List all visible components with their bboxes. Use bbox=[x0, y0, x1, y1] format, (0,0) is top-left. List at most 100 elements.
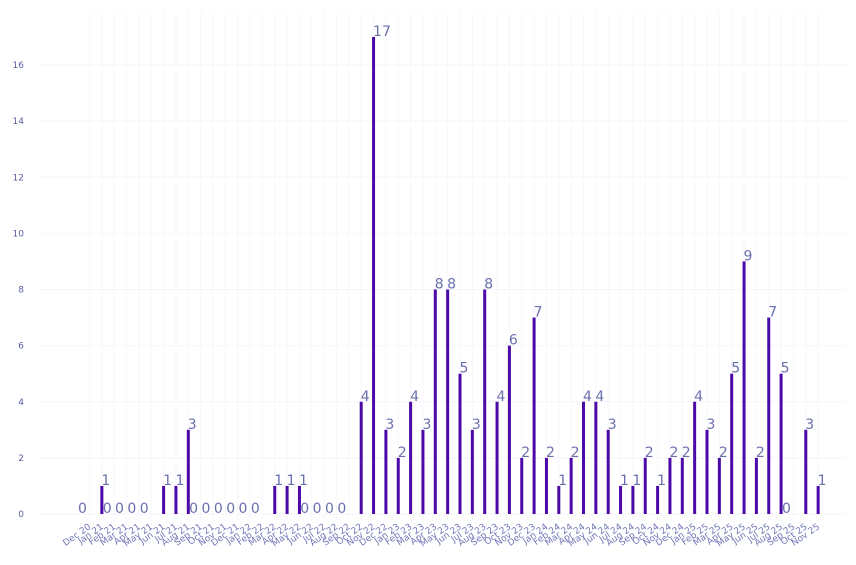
data-label: 0 bbox=[325, 501, 334, 517]
data-label: 2 bbox=[546, 445, 555, 461]
bar bbox=[359, 401, 363, 514]
bar bbox=[730, 373, 734, 514]
data-label: 4 bbox=[583, 389, 592, 405]
data-label: 0 bbox=[214, 501, 223, 517]
bar bbox=[186, 429, 190, 514]
bar bbox=[582, 401, 585, 514]
bar bbox=[483, 289, 487, 514]
data-label: 2 bbox=[756, 445, 765, 461]
y-tick-label: 10 bbox=[13, 229, 25, 239]
data-label: 0 bbox=[239, 501, 248, 517]
bar bbox=[520, 457, 524, 514]
y-axis-ticks: 0 2 4 6 8 10 12 14 16 bbox=[13, 61, 25, 520]
data-label: 1 bbox=[101, 473, 110, 489]
data-label: 1 bbox=[299, 473, 308, 489]
bar bbox=[779, 373, 783, 514]
data-label: 1 bbox=[620, 473, 629, 489]
bar bbox=[495, 401, 499, 514]
data-label: 1 bbox=[818, 473, 827, 489]
data-label: 2 bbox=[682, 445, 691, 461]
data-label: 3 bbox=[805, 417, 814, 433]
bar bbox=[557, 485, 561, 514]
bar bbox=[606, 429, 610, 514]
data-label: 1 bbox=[175, 473, 184, 489]
data-label: 0 bbox=[78, 501, 87, 517]
bar bbox=[656, 485, 660, 514]
bar bbox=[705, 429, 709, 514]
data-label: 5 bbox=[731, 361, 740, 377]
bar bbox=[544, 457, 548, 514]
data-label: 4 bbox=[497, 389, 506, 405]
data-label: 1 bbox=[274, 473, 283, 489]
bars bbox=[100, 36, 820, 514]
data-label: 5 bbox=[460, 361, 469, 377]
bar bbox=[668, 457, 672, 514]
data-label: 0 bbox=[202, 501, 211, 517]
bar bbox=[470, 429, 474, 514]
data-label: 2 bbox=[645, 445, 654, 461]
bar bbox=[100, 485, 104, 514]
bar bbox=[174, 485, 178, 514]
bar bbox=[433, 289, 437, 514]
data-label: 8 bbox=[484, 277, 493, 293]
data-label: 0 bbox=[103, 501, 112, 517]
data-label: 9 bbox=[744, 248, 753, 264]
bar bbox=[594, 401, 598, 514]
data-label: 3 bbox=[707, 417, 716, 433]
data-label: 7 bbox=[768, 305, 777, 321]
data-label: 2 bbox=[571, 445, 580, 461]
data-label: 3 bbox=[608, 417, 617, 433]
data-label: 4 bbox=[595, 389, 604, 405]
data-label: 0 bbox=[226, 501, 235, 517]
bar bbox=[273, 485, 277, 514]
bar bbox=[631, 485, 635, 514]
bar bbox=[372, 36, 376, 514]
data-label: 2 bbox=[521, 445, 530, 461]
data-label: 4 bbox=[361, 389, 370, 405]
data-label: 1 bbox=[163, 473, 172, 489]
data-label: 2 bbox=[398, 445, 407, 461]
bar bbox=[643, 457, 647, 514]
data-label: 0 bbox=[313, 501, 322, 517]
data-label: 0 bbox=[251, 501, 260, 517]
bar bbox=[680, 457, 684, 514]
bar bbox=[569, 457, 573, 514]
data-label: 7 bbox=[534, 305, 543, 321]
bar bbox=[754, 457, 758, 514]
data-label: 0 bbox=[300, 501, 309, 517]
y-tick-label: 2 bbox=[18, 454, 24, 464]
bar bbox=[297, 485, 301, 514]
bar bbox=[816, 485, 820, 514]
data-label: 4 bbox=[410, 389, 419, 405]
y-tick-label: 16 bbox=[13, 61, 25, 71]
data-label: 0 bbox=[337, 501, 346, 517]
data-label: 2 bbox=[719, 445, 728, 461]
data-label: 5 bbox=[781, 361, 790, 377]
data-label: 1 bbox=[657, 473, 666, 489]
data-label: 17 bbox=[373, 24, 391, 40]
data-label: 1 bbox=[558, 473, 567, 489]
bar bbox=[421, 429, 425, 514]
data-label: 0 bbox=[127, 501, 136, 517]
y-tick-label: 14 bbox=[13, 117, 25, 127]
y-tick-label: 12 bbox=[13, 173, 24, 183]
bar bbox=[619, 485, 623, 514]
data-label: 3 bbox=[188, 417, 197, 433]
y-tick-label: 4 bbox=[18, 398, 24, 408]
grid-lines bbox=[40, 12, 846, 520]
bar bbox=[285, 485, 289, 514]
bar bbox=[458, 373, 462, 514]
data-label: 1 bbox=[287, 473, 296, 489]
y-tick-label: 8 bbox=[18, 286, 24, 296]
data-label: 6 bbox=[509, 333, 518, 349]
bar bbox=[717, 457, 721, 514]
bar bbox=[507, 345, 511, 514]
data-label: 3 bbox=[385, 417, 394, 433]
data-label: 0 bbox=[782, 501, 791, 517]
data-label: 8 bbox=[447, 277, 456, 293]
bar bbox=[409, 401, 413, 514]
bar bbox=[804, 429, 808, 514]
bar bbox=[742, 261, 746, 514]
data-label: 0 bbox=[189, 501, 198, 517]
